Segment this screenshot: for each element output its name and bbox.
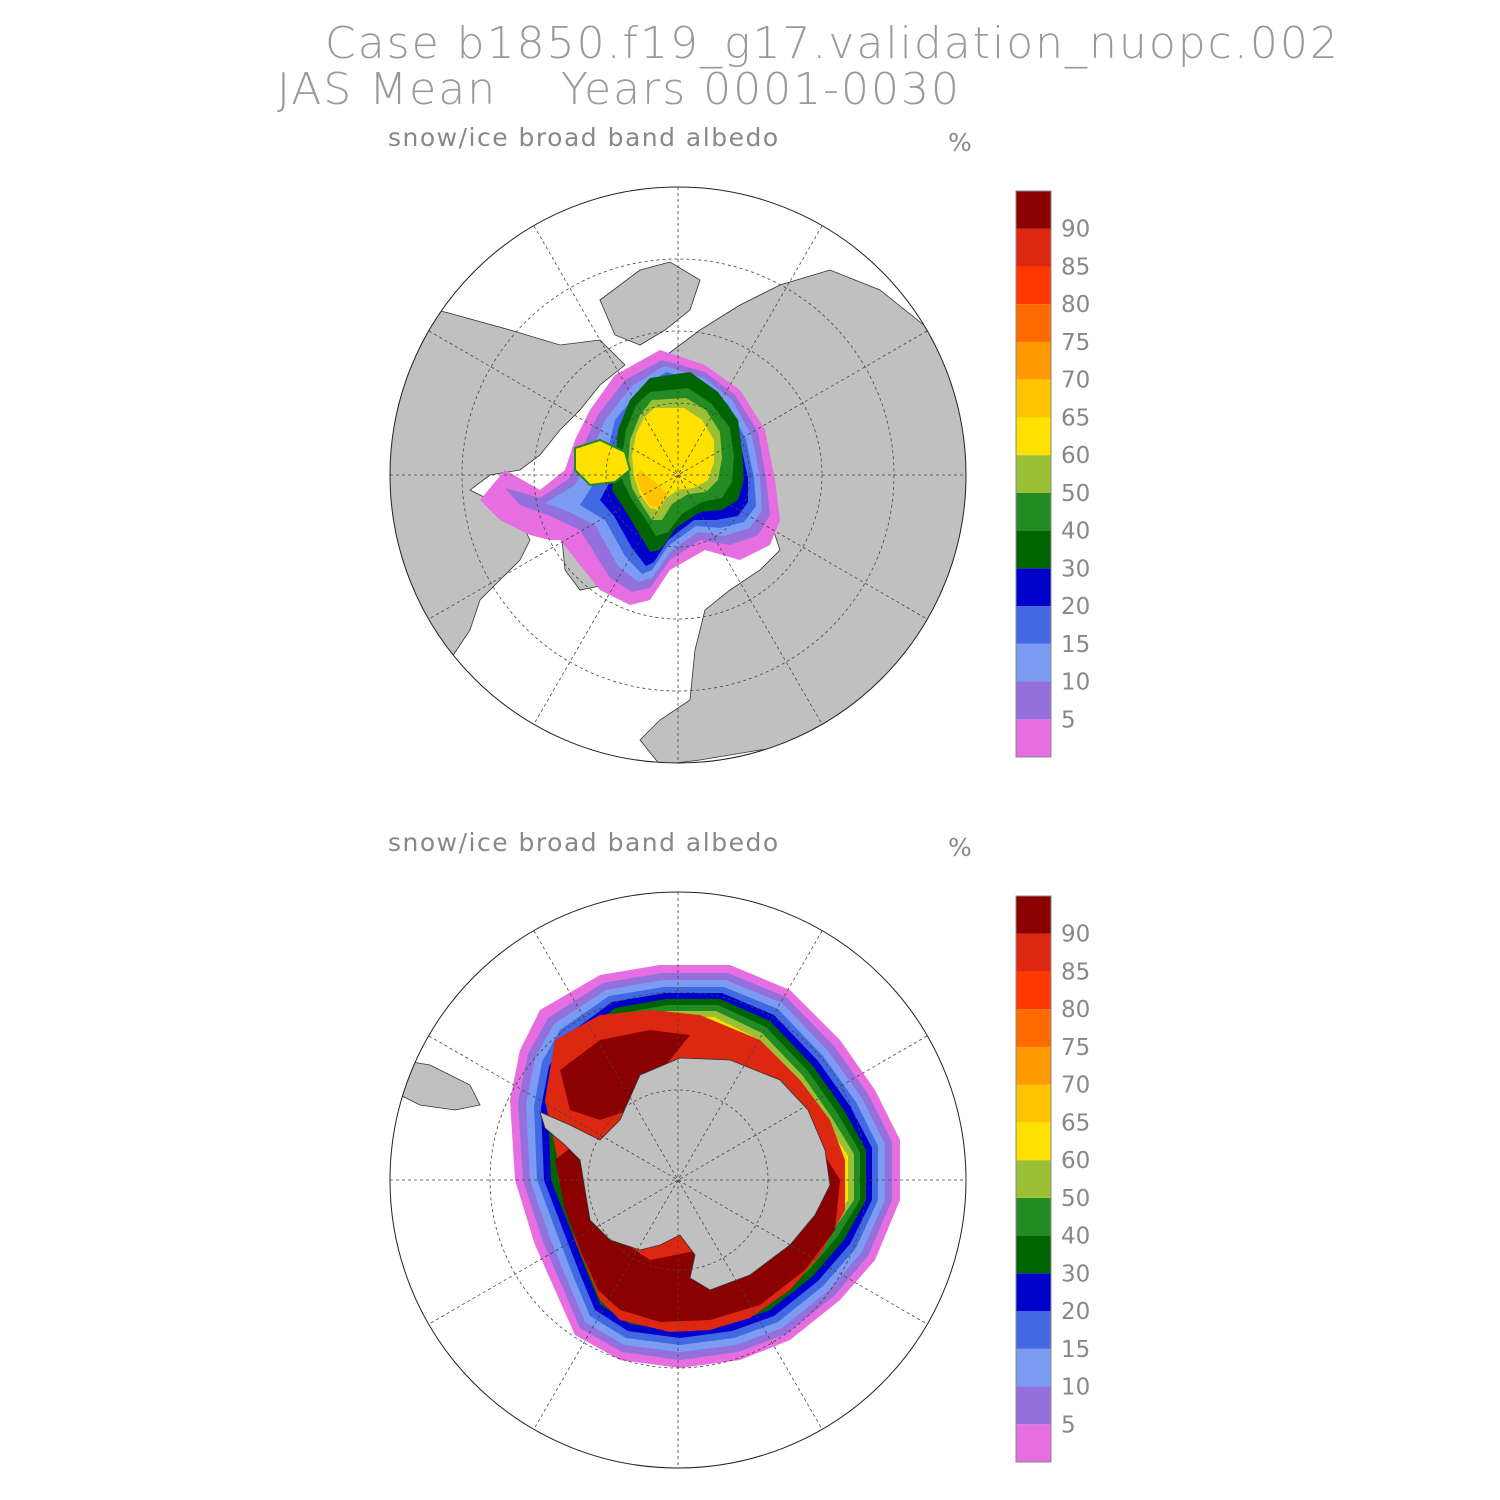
colorbar-tick-label: 90: [1061, 922, 1090, 948]
colorbar-tick-label: 80: [1061, 997, 1090, 1023]
south-map-border: [389, 891, 967, 1469]
colorbar-tick-label: 30: [1061, 1261, 1090, 1287]
colorbar-swatch: [1016, 896, 1051, 934]
colorbar-tick-label: 20: [1061, 1299, 1090, 1325]
colorbar-tick-label: 50: [1061, 1186, 1090, 1212]
colorbar-tick-label: 70: [1061, 1073, 1090, 1099]
colorbar-tick-label: 75: [1061, 330, 1090, 356]
period-title: JAS Mean Years 0001-0030: [277, 64, 961, 115]
colorbar-tick-label: 40: [1061, 1224, 1090, 1250]
colorbar-tick-label: 30: [1061, 556, 1090, 582]
north-archipelago-ice: [574, 438, 632, 487]
colorbar-swatch: [1016, 191, 1051, 229]
colorbar-swatch: [1016, 530, 1051, 569]
north-map-content: [390, 187, 966, 763]
colorbar-swatch: [1016, 1122, 1051, 1161]
colorbar-tick-label: 15: [1061, 1337, 1090, 1363]
colorbar-tick-label: 70: [1061, 368, 1090, 394]
colorbar-swatch: [1016, 304, 1051, 342]
colorbar-swatch: [1016, 719, 1051, 757]
colorbar-swatch: [1016, 568, 1051, 607]
colorbar-swatch: [1016, 681, 1051, 720]
case-title: Case b1850.f19_g17.validation_nuopc.002: [325, 18, 1340, 69]
colorbar-swatch: [1016, 1197, 1051, 1236]
colorbar-swatch: [1016, 341, 1051, 380]
north-ice-band-70: [636, 470, 668, 508]
colorbar-tick-label: 5: [1061, 707, 1076, 733]
colorbar-swatch: [1016, 1046, 1051, 1085]
colorbar-swatch: [1016, 971, 1051, 1010]
north-polar-map: [389, 186, 967, 764]
colorbar-swatch: [1016, 228, 1051, 267]
colorbar-tick-label: 15: [1061, 632, 1090, 658]
north-unit-label: %: [948, 128, 972, 157]
colorbar-swatch: [1016, 1348, 1051, 1387]
colorbar-swatch: [1016, 1311, 1051, 1349]
south-land-antarctica: [539, 1057, 831, 1291]
south-unit-label: %: [948, 833, 972, 862]
colorbar-swatch: [1016, 417, 1051, 456]
colorbar-tick-label: 10: [1061, 1375, 1090, 1401]
colorbar-tick-label: 85: [1061, 254, 1090, 280]
colorbar-swatch: [1016, 643, 1051, 682]
south-polar-map: [389, 891, 967, 1469]
colorbar-tick-label: 60: [1061, 443, 1090, 469]
colorbar-tick-label: 40: [1061, 519, 1090, 545]
colorbar-frame: [1015, 895, 1052, 1463]
north-land-east-siberia: [599, 261, 701, 346]
colorbar-swatch: [1016, 492, 1051, 531]
north-graticule: [390, 187, 966, 763]
south-graticule: [390, 892, 966, 1468]
colorbar-swatch: [1016, 266, 1051, 305]
colorbar-tick-label: 65: [1061, 405, 1090, 431]
colorbar-swatch: [1016, 1273, 1051, 1312]
colorbar-swatch: [1016, 1424, 1051, 1462]
colorbar-tick-label: 90: [1061, 217, 1090, 243]
north-map-border: [389, 186, 967, 764]
colorbar-swatch: [1016, 1009, 1051, 1047]
south-land-south-america-tip: [399, 1059, 481, 1111]
south-map-content: [390, 892, 966, 1468]
colorbar-tick-label: 65: [1061, 1110, 1090, 1136]
colorbar-tick-label: 5: [1061, 1412, 1076, 1438]
north-colorbar: 5 10 15 20 30 40 50 60 65 70 75 80 85 90: [1015, 190, 1090, 758]
colorbar-tick-label: 50: [1061, 481, 1090, 507]
south-panel-title: snow/ice broad band albedo: [388, 828, 780, 857]
colorbar-swatch: [1016, 1160, 1051, 1198]
colorbar-tick-label: 20: [1061, 594, 1090, 620]
colorbar-tick-label: 10: [1061, 670, 1090, 696]
colorbar-tick-label: 85: [1061, 959, 1090, 985]
colorbar-swatch: [1016, 933, 1051, 972]
colorbar-swatch: [1016, 1386, 1051, 1425]
north-panel-title: snow/ice broad band albedo: [388, 123, 780, 152]
colorbar-tick-label: 75: [1061, 1035, 1090, 1061]
colorbar-swatch: [1016, 1235, 1051, 1274]
colorbar-swatch: [1016, 1084, 1051, 1123]
colorbar-swatch: [1016, 455, 1051, 493]
south-colorbar: 5 10 15 20 30 40 50 60 65 70 75 80 85 90: [1015, 895, 1090, 1463]
colorbar-frame: [1015, 190, 1052, 758]
colorbar-swatch: [1016, 606, 1051, 644]
colorbar-swatch: [1016, 379, 1051, 418]
colorbar-tick-label: 80: [1061, 292, 1090, 318]
colorbar-tick-label: 60: [1061, 1148, 1090, 1174]
